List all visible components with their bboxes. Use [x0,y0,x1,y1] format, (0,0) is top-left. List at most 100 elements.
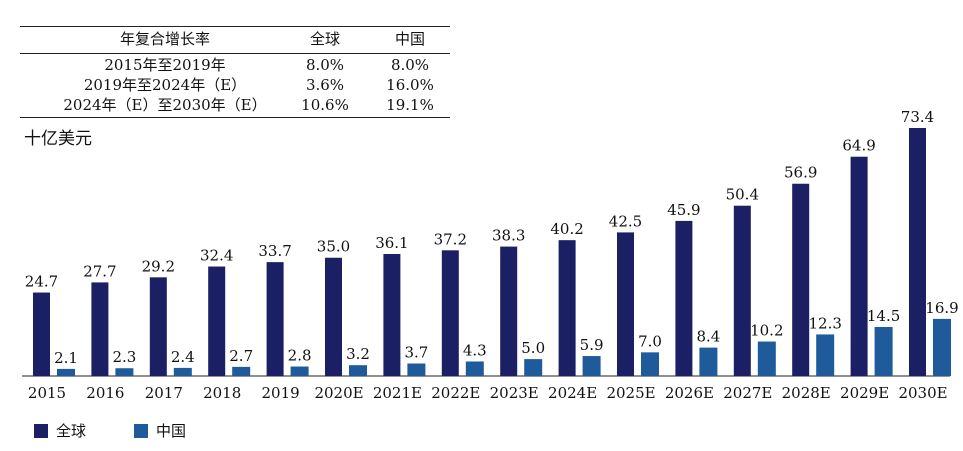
x-tick-label: 2026E [665,384,714,402]
data-label-global: 32.4 [200,247,233,265]
bar-global [208,266,226,376]
bar-china [582,356,601,376]
legend-swatch-china [134,423,148,438]
data-label-china: 3.2 [346,345,370,363]
bar-china [641,352,659,376]
bar-global [850,156,868,376]
bar-china [933,318,951,376]
bar-global [91,282,109,376]
x-tick-label: 2022E [431,384,480,402]
x-tick-label: 2027E [723,384,772,402]
table-row-china: 8.0% [390,56,430,74]
bar-global [500,246,518,376]
data-label-global: 56.9 [784,164,817,182]
data-label-global: 38.3 [492,227,525,245]
table-row-global: 8.0% [305,56,345,74]
data-label-china: 2.4 [171,348,195,366]
bar-china [232,366,251,376]
data-label-global: 50.4 [726,186,759,204]
table-row-label: 2019年至2024年（E） [83,76,247,94]
data-label-global: 35.0 [317,238,350,256]
bar-china [465,361,484,376]
bar-global [149,277,167,376]
legend-item-global: 全球 [34,420,86,441]
table-row-china: 19.1% [386,96,434,114]
x-tick-label: 2017 [145,384,183,402]
data-label-china: 2.8 [288,347,312,365]
bar-china [757,341,776,376]
bar-global [558,240,576,376]
bar-china [874,327,893,376]
x-tick-label: 2016 [86,384,124,402]
table-row-global: 10.6% [301,96,349,114]
bar-global [33,292,50,376]
bar-global [383,254,401,376]
data-label-global: 29.2 [142,257,175,275]
x-tick-label: 2024E [548,384,597,402]
x-tick-label: 2023E [490,384,539,402]
table-top-rule [20,26,450,27]
bar-china [349,365,367,376]
bar-global [909,128,926,376]
bar-china [524,359,543,376]
bar-global [441,250,459,376]
data-label-china: 5.9 [580,336,604,354]
data-label-global: 24.7 [25,273,58,291]
bar-china [115,368,134,376]
legend-item-china: 中国 [134,420,186,441]
data-label-china: 2.3 [112,348,136,366]
x-tick-label: 2020E [314,384,363,402]
x-tick-label: 2025E [606,384,655,402]
data-label-global: 36.1 [375,234,408,252]
data-label-global: 45.9 [667,201,700,219]
data-label-global: 40.2 [550,220,583,238]
data-label-china: 3.7 [404,343,428,361]
x-tick-label: 2028E [782,384,831,402]
table-header-china: 中国 [394,30,425,48]
table-header-global: 全球 [309,30,340,48]
bar-china [173,367,192,376]
x-tick-label: 2015 [28,384,66,402]
data-label-global: 27.7 [83,262,116,280]
bar-china [407,363,426,376]
table-row-china: 16.0% [386,76,434,94]
bar-china [290,366,309,376]
bar-global [617,232,634,376]
bar-china [699,347,718,376]
bar-global [733,205,751,376]
legend-swatch-global [34,423,48,438]
data-label-global: 73.4 [901,108,934,126]
unit-label: 十亿美元 [24,129,92,149]
bar-global [266,262,284,376]
data-label-china: 8.4 [696,328,720,346]
data-label-china: 14.5 [867,307,900,325]
bar-global [792,183,810,376]
data-label-global: 33.7 [258,242,291,260]
data-label-china: 4.3 [463,341,487,359]
x-tick-label: 2019 [262,384,300,402]
data-label-china: 16.9 [925,299,958,317]
bar-china [816,334,835,376]
legend-label-global: 全球 [56,422,87,440]
x-tick-label: 2030E [898,384,947,402]
data-label-china: 2.7 [229,347,253,365]
data-label-global: 64.9 [842,137,875,155]
bar-global [675,220,693,376]
table-row-global: 3.6% [305,76,345,94]
bar-china [57,368,75,376]
data-label-china: 7.0 [638,332,662,350]
data-label-global: 42.5 [609,212,642,230]
x-tick-label: 2021E [373,384,422,402]
table-row-label: 2024年（E）至2030年（E） [63,96,267,114]
table-header-rule [20,53,450,54]
table-bottom-rule [20,117,450,118]
bar-global [325,257,342,376]
x-tick-label: 2029E [840,384,889,402]
data-label-global: 37.2 [434,230,467,248]
x-tick-label: 2018 [203,384,241,402]
data-label-china: 5.0 [521,339,545,357]
data-label-china: 10.2 [750,322,783,340]
data-label-china: 2.1 [54,349,78,367]
data-label-china: 12.3 [808,314,841,332]
